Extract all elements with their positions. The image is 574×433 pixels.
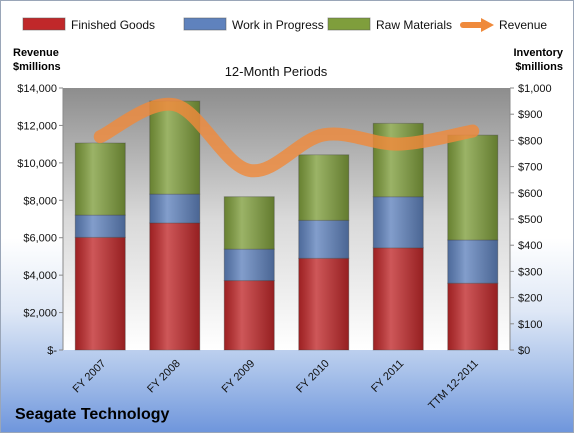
bar-shading bbox=[447, 283, 498, 350]
bar-shading bbox=[373, 247, 424, 350]
category-label: FY 2010 bbox=[294, 358, 332, 396]
left-tick-label: $10,000 bbox=[17, 158, 57, 170]
right-tick-label: $200 bbox=[518, 293, 542, 305]
right-tick-label: $300 bbox=[518, 266, 542, 278]
left-tick-label: $4,000 bbox=[23, 270, 57, 282]
left-axis-title-line-1: Revenue bbox=[13, 47, 59, 59]
right-tick-label: $900 bbox=[518, 109, 542, 121]
legend-label-finished-goods: Finished Goods bbox=[71, 18, 155, 32]
bar-shading bbox=[298, 220, 349, 259]
bar-shading bbox=[447, 239, 498, 284]
category-label: FY 2011 bbox=[369, 358, 406, 395]
legend-swatch-work-in-progress bbox=[183, 17, 227, 31]
legend-arrow-revenue bbox=[481, 18, 494, 32]
left-axis: $- $2,000 $4,000 $6,000 $8,000 $10,000 $12,000… bbox=[17, 83, 64, 357]
legend-swatch-raw-materials bbox=[327, 17, 371, 31]
category-label: FY 2009 bbox=[220, 358, 258, 396]
bar-shading bbox=[149, 222, 200, 350]
bar-shading bbox=[447, 135, 498, 240]
right-tick-label: $700 bbox=[518, 162, 542, 174]
left-tick-label: $8,000 bbox=[23, 195, 57, 207]
right-tick-label: $400 bbox=[518, 240, 542, 252]
bar-shading bbox=[224, 249, 275, 281]
legend-label-revenue: Revenue bbox=[499, 18, 547, 32]
revenue-line bbox=[93, 97, 480, 178]
left-tick-label: $6,000 bbox=[23, 233, 57, 245]
left-axis-title-line-2: $millions bbox=[13, 61, 61, 73]
legend: Finished Goods Work in Progress Raw Materi… bbox=[22, 17, 547, 32]
bar-shading bbox=[298, 258, 349, 350]
bar-shading bbox=[373, 123, 424, 197]
left-tick-label: $14,000 bbox=[17, 83, 57, 95]
bar-shading bbox=[373, 196, 424, 248]
right-axis-title-line-1: Inventory bbox=[513, 47, 563, 59]
category-label: FY 2007 bbox=[71, 358, 109, 396]
right-tick-label: $100 bbox=[518, 319, 542, 331]
category-label: FY 2008 bbox=[145, 358, 183, 396]
category-axis: FY 2007 FY 2008 FY 2009 FY 2010 FY 2011 TTM 1… bbox=[71, 358, 481, 413]
left-tick-label: $12,000 bbox=[17, 120, 57, 132]
bar-shading bbox=[298, 154, 349, 221]
right-axis: $0 $100 $200 $300 $400 $500 $600 $700 $800 $900 $1… bbox=[509, 83, 552, 357]
right-tick-label: $600 bbox=[518, 188, 542, 200]
bar-shading bbox=[75, 237, 126, 350]
bar-shading bbox=[224, 196, 275, 250]
revenue-line-path bbox=[93, 97, 480, 178]
legend-label-work-in-progress: Work in Progress bbox=[232, 18, 324, 32]
category-label: TTM 12-2011 bbox=[426, 358, 481, 413]
right-tick-label: $800 bbox=[518, 135, 542, 147]
right-tick-label: $500 bbox=[518, 214, 542, 226]
plot-area bbox=[63, 88, 510, 350]
bar-shading bbox=[149, 194, 200, 223]
left-tick-label: $- bbox=[47, 345, 57, 357]
bar-shading bbox=[75, 143, 126, 216]
bar-series bbox=[74, 100, 499, 351]
right-tick-label: $0 bbox=[518, 345, 530, 357]
chart-title: 12-Month Periods bbox=[225, 64, 328, 79]
legend-label-raw-materials: Raw Materials bbox=[376, 18, 452, 32]
bar-shading bbox=[75, 215, 126, 238]
bar-shading bbox=[224, 280, 275, 350]
right-tick-label: $1,000 bbox=[518, 83, 552, 95]
left-tick-label: $2,000 bbox=[23, 308, 57, 320]
right-axis-title-line-2: $millions bbox=[515, 61, 563, 73]
legend-swatch-finished-goods bbox=[22, 17, 66, 31]
company-name: Seagate Technology bbox=[15, 406, 170, 423]
